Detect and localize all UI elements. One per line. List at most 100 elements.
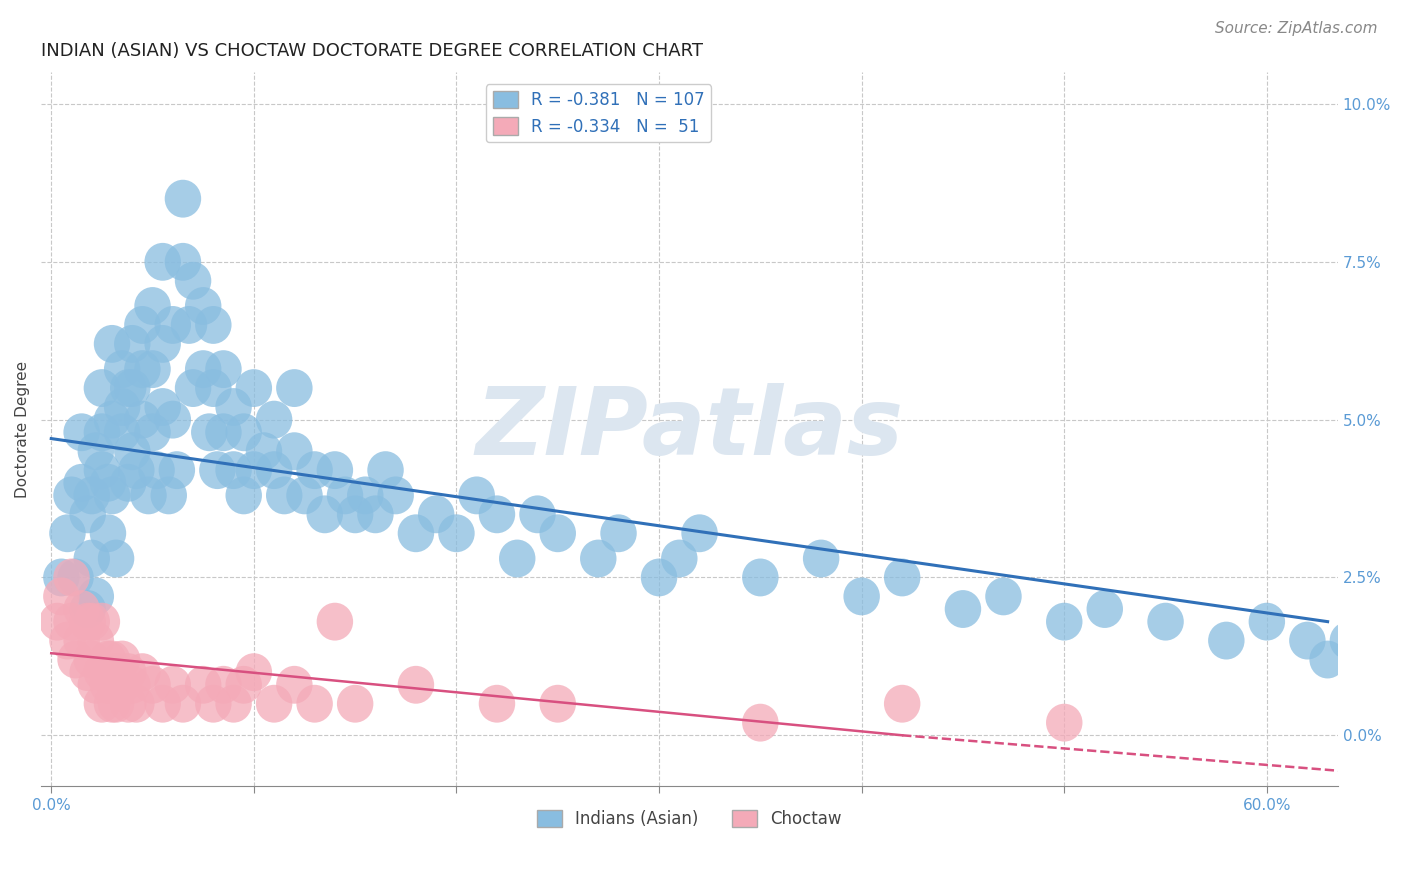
Ellipse shape <box>1330 622 1367 659</box>
Ellipse shape <box>276 665 312 704</box>
Ellipse shape <box>195 369 232 407</box>
Ellipse shape <box>73 540 110 577</box>
Ellipse shape <box>53 558 90 597</box>
Ellipse shape <box>215 388 252 426</box>
Ellipse shape <box>145 325 181 363</box>
Ellipse shape <box>118 451 155 489</box>
Ellipse shape <box>945 591 981 628</box>
Ellipse shape <box>94 640 131 679</box>
Ellipse shape <box>1309 640 1346 679</box>
Ellipse shape <box>174 262 211 300</box>
Legend: Indians (Asian), Choctaw: Indians (Asian), Choctaw <box>530 803 849 835</box>
Ellipse shape <box>63 464 100 501</box>
Ellipse shape <box>104 413 141 451</box>
Ellipse shape <box>337 495 374 533</box>
Ellipse shape <box>110 464 146 501</box>
Ellipse shape <box>195 685 232 723</box>
Ellipse shape <box>884 558 921 597</box>
Ellipse shape <box>49 515 86 552</box>
Ellipse shape <box>84 451 120 489</box>
Ellipse shape <box>986 577 1022 615</box>
Ellipse shape <box>69 653 105 691</box>
Ellipse shape <box>124 351 160 388</box>
Ellipse shape <box>398 665 434 704</box>
Ellipse shape <box>63 591 100 628</box>
Ellipse shape <box>104 388 141 426</box>
Ellipse shape <box>215 451 252 489</box>
Ellipse shape <box>73 640 110 679</box>
Ellipse shape <box>236 653 273 691</box>
Ellipse shape <box>266 476 302 515</box>
Ellipse shape <box>150 476 187 515</box>
Text: INDIAN (ASIAN) VS CHOCTAW DOCTORATE DEGREE CORRELATION CHART: INDIAN (ASIAN) VS CHOCTAW DOCTORATE DEGR… <box>41 42 703 60</box>
Ellipse shape <box>287 476 323 515</box>
Ellipse shape <box>73 603 110 640</box>
Ellipse shape <box>367 451 404 489</box>
Ellipse shape <box>49 622 86 659</box>
Ellipse shape <box>63 413 100 451</box>
Ellipse shape <box>803 540 839 577</box>
Ellipse shape <box>191 413 228 451</box>
Ellipse shape <box>1046 704 1083 741</box>
Ellipse shape <box>337 685 374 723</box>
Ellipse shape <box>1350 653 1386 691</box>
Ellipse shape <box>540 685 576 723</box>
Ellipse shape <box>98 540 135 577</box>
Ellipse shape <box>357 495 394 533</box>
Ellipse shape <box>205 413 242 451</box>
Ellipse shape <box>94 685 131 723</box>
Ellipse shape <box>499 540 536 577</box>
Ellipse shape <box>682 515 718 552</box>
Ellipse shape <box>225 476 262 515</box>
Ellipse shape <box>165 180 201 218</box>
Ellipse shape <box>1208 622 1244 659</box>
Ellipse shape <box>478 685 515 723</box>
Ellipse shape <box>98 653 135 691</box>
Ellipse shape <box>205 665 242 704</box>
Ellipse shape <box>297 451 333 489</box>
Ellipse shape <box>316 451 353 489</box>
Ellipse shape <box>155 306 191 344</box>
Ellipse shape <box>256 451 292 489</box>
Ellipse shape <box>377 476 413 515</box>
Ellipse shape <box>63 622 100 659</box>
Ellipse shape <box>742 704 779 741</box>
Ellipse shape <box>77 433 114 470</box>
Ellipse shape <box>84 603 120 640</box>
Ellipse shape <box>307 495 343 533</box>
Ellipse shape <box>84 369 120 407</box>
Ellipse shape <box>246 433 283 470</box>
Text: ZIPatlas: ZIPatlas <box>475 383 904 475</box>
Y-axis label: Doctorate Degree: Doctorate Degree <box>15 360 30 498</box>
Ellipse shape <box>77 665 114 704</box>
Ellipse shape <box>73 476 110 515</box>
Ellipse shape <box>661 540 697 577</box>
Ellipse shape <box>104 665 141 704</box>
Ellipse shape <box>398 515 434 552</box>
Ellipse shape <box>53 603 90 640</box>
Ellipse shape <box>110 369 146 407</box>
Ellipse shape <box>195 306 232 344</box>
Ellipse shape <box>124 653 160 691</box>
Ellipse shape <box>418 495 454 533</box>
Ellipse shape <box>124 401 160 439</box>
Ellipse shape <box>114 369 150 407</box>
Ellipse shape <box>225 665 262 704</box>
Ellipse shape <box>104 351 141 388</box>
Ellipse shape <box>58 640 94 679</box>
Ellipse shape <box>124 306 160 344</box>
Ellipse shape <box>519 495 555 533</box>
Ellipse shape <box>69 591 105 628</box>
Ellipse shape <box>135 665 170 704</box>
Ellipse shape <box>145 243 181 281</box>
Ellipse shape <box>478 495 515 533</box>
Ellipse shape <box>186 665 221 704</box>
Ellipse shape <box>69 603 105 640</box>
Ellipse shape <box>44 577 80 615</box>
Ellipse shape <box>39 603 76 640</box>
Ellipse shape <box>439 515 475 552</box>
Ellipse shape <box>90 640 127 679</box>
Ellipse shape <box>90 515 127 552</box>
Ellipse shape <box>641 558 678 597</box>
Ellipse shape <box>94 325 131 363</box>
